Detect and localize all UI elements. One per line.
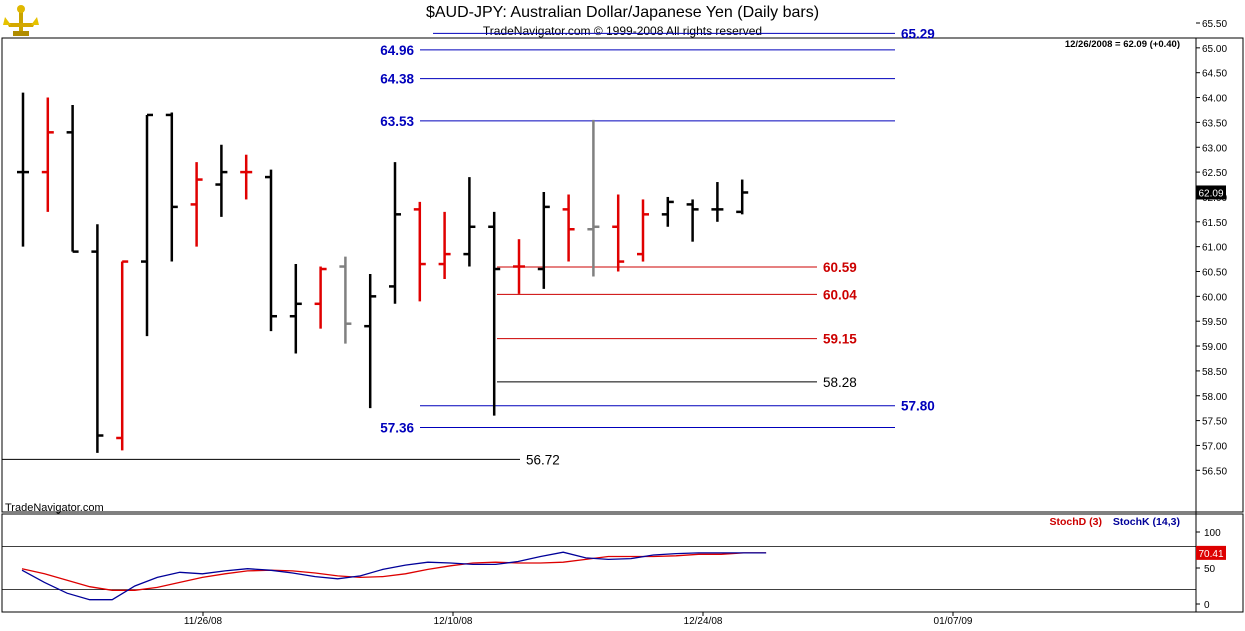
price-tick-label: 65.50 [1202,19,1227,30]
level-label: 60.04 [823,287,857,302]
stoch-value-label: 70.41 [1198,549,1223,560]
brand-watermark: TradeNavigator.com [5,502,104,514]
level-label: 64.38 [380,72,414,87]
price-tick-label: 59.00 [1202,342,1227,353]
price-panel-frame [1,37,1244,513]
price-tick-label: 57.00 [1202,441,1227,452]
stochastic-panel-frame [1,513,1244,613]
price-tick-label: 63.00 [1202,143,1227,154]
level-label: 60.59 [823,260,857,275]
stoch-series-line [21,551,767,601]
level-label: 56.72 [526,452,560,467]
level-label: 59.15 [823,332,857,347]
x-tick-label: 11/26/08 [184,616,223,627]
level-label: 57.36 [380,421,414,436]
stoch-tick-label: 100 [1204,528,1221,539]
price-tick-label: 64.50 [1202,69,1227,80]
price-tick-label: 58.50 [1202,367,1227,378]
last-quote-readout: 12/26/2008 = 62.09 (+0.40) [1064,39,1180,50]
price-tick-label: 63.50 [1202,118,1227,129]
price-tick-label: 61.00 [1202,243,1227,254]
stoch-tick-label: 0 [1204,600,1210,611]
price-tick-label: 59.50 [1202,317,1227,328]
price-tick-label: 62.50 [1202,168,1227,179]
chart-subtitle: TradeNavigator.com © 1999-2008 All right… [482,24,763,38]
x-tick-label: 12/24/08 [684,616,723,627]
price-tick-label: 56.50 [1202,466,1227,477]
price-tick-label: 60.50 [1202,268,1227,279]
stoch-k-legend: StochK (14,3) [1112,516,1180,528]
level-label: 57.80 [901,399,935,414]
stoch-d-legend: StochD (3) [1049,516,1102,528]
last-price-badge [1196,185,1226,200]
stochastic-legend: StochD (3) StochK (14,3) [1000,516,1180,528]
price-tick-label: 60.00 [1202,292,1227,303]
level-label: 65.29 [901,26,935,41]
x-tick-label: 01/07/09 [934,616,973,627]
level-label: 58.28 [823,375,857,390]
level-label: 63.53 [380,114,414,129]
stoch-tick-label: 50 [1204,564,1216,575]
stoch-series-line [21,552,767,591]
level-label: 64.96 [380,43,414,58]
price-tick-label: 65.00 [1202,44,1227,55]
trade-navigator-logo-icon [3,5,39,36]
price-tick-label: 64.00 [1202,94,1227,105]
chart-title: $AUD-JPY: Australian Dollar/Japanese Yen… [425,4,820,21]
price-tick-label: 58.00 [1202,392,1227,403]
last-price-label: 62.09 [1198,188,1223,199]
x-tick-label: 12/10/08 [434,616,473,627]
price-tick-label: 57.50 [1202,417,1227,428]
stoch-value-badge [1196,545,1226,560]
price-tick-label: 61.50 [1202,218,1227,229]
